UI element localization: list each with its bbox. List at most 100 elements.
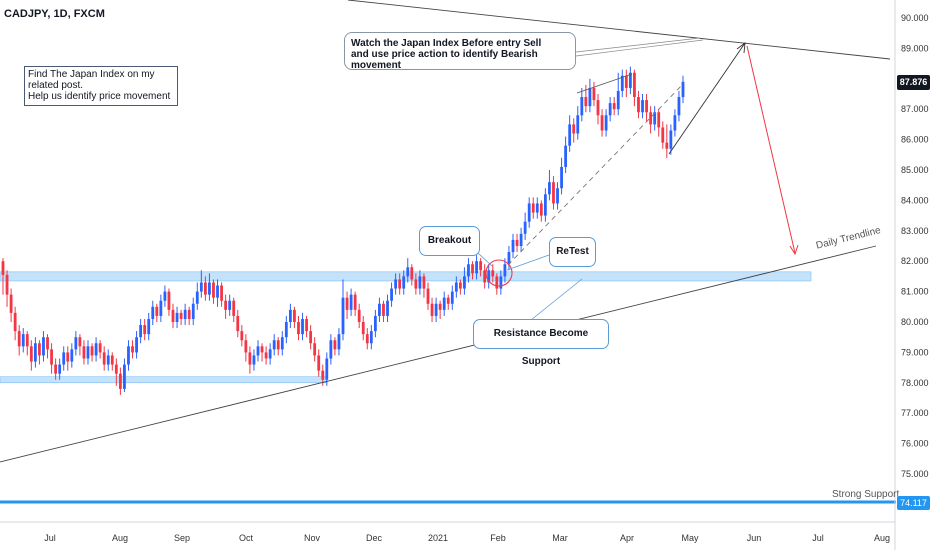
candle (576, 106, 580, 140)
x-tick-label: Aug (874, 533, 890, 543)
strong-support-label: Strong Support (832, 489, 900, 500)
candle (264, 346, 268, 365)
candle-body (539, 203, 543, 216)
note-japan-index: Find The Japan Index on my related post.… (24, 66, 178, 106)
candle-body (155, 306, 159, 316)
candle-body (556, 188, 559, 204)
candle-body (580, 97, 584, 116)
candle-body (418, 276, 422, 289)
candle (240, 325, 244, 347)
x-tick-label: Apr (620, 533, 634, 543)
candle-body (127, 346, 130, 365)
candle (353, 291, 357, 316)
candle-body (114, 364, 118, 374)
candle (608, 97, 612, 122)
candle (86, 340, 90, 365)
y-tick-label: 80.000 (901, 317, 929, 327)
candle-body (406, 267, 410, 277)
candle-body (62, 352, 66, 365)
candle-body (50, 349, 53, 365)
y-tick-label: 84.000 (901, 195, 929, 205)
candle (216, 279, 219, 307)
candle (293, 306, 296, 329)
candle-body (669, 130, 673, 149)
candle-body (641, 100, 644, 113)
candle (21, 328, 25, 353)
candle (54, 358, 58, 380)
candle-body (167, 291, 171, 310)
y-tick-label: 77.000 (901, 408, 929, 418)
candle (483, 264, 487, 289)
candle (29, 340, 33, 371)
candle-body (90, 346, 94, 356)
candle (143, 318, 147, 341)
bearish-arrowhead (789, 244, 799, 256)
candle (244, 334, 248, 362)
candle-body (616, 90, 620, 110)
candle-body (369, 331, 373, 344)
candle-body (353, 294, 357, 310)
candle-body (604, 115, 608, 131)
candle (337, 328, 341, 356)
candle (580, 87, 584, 122)
candle-body (519, 233, 523, 246)
candle (252, 349, 256, 371)
candle (592, 81, 596, 107)
candle-body (612, 103, 616, 110)
candle-body (195, 291, 199, 304)
candle-body (208, 282, 211, 295)
candle-body (220, 285, 223, 301)
x-tick-label: Jun (747, 533, 762, 543)
candle (657, 109, 661, 137)
candle-body (151, 306, 155, 319)
candle (681, 75, 685, 104)
candle (382, 300, 385, 322)
support-price-badge: 74.117 (897, 496, 930, 510)
candle (212, 279, 215, 304)
candle (110, 352, 114, 371)
candle (163, 285, 167, 307)
candle (564, 136, 568, 174)
candle-body (361, 322, 365, 335)
candle (333, 337, 337, 356)
candle-body (313, 343, 317, 356)
candle-body (280, 337, 284, 350)
candle (430, 297, 434, 322)
candle (467, 258, 470, 283)
candle (491, 264, 495, 283)
candle (248, 346, 252, 374)
candle (313, 337, 317, 362)
candle (402, 270, 406, 295)
candle-body (333, 340, 337, 350)
candle-body (515, 239, 519, 246)
candle (46, 334, 49, 359)
candle-body (673, 115, 677, 131)
candle-body (649, 112, 653, 125)
candle-body (653, 112, 657, 125)
candle (9, 288, 13, 322)
candle (616, 72, 620, 116)
candle (268, 343, 272, 365)
candle (479, 258, 483, 277)
candle (507, 246, 511, 271)
candle-body (317, 355, 321, 371)
candle (58, 358, 62, 380)
candle-body (365, 334, 369, 344)
candle (329, 334, 333, 365)
candle-body (463, 276, 466, 289)
candle (357, 303, 361, 329)
candle-body (390, 288, 393, 301)
candlestick-series (1, 66, 685, 395)
candle (220, 282, 223, 307)
candle-body (244, 340, 248, 353)
candle-body (82, 346, 86, 359)
x-tick-label: Mar (552, 533, 568, 543)
candle-body (5, 274, 9, 295)
candle (495, 273, 499, 295)
candle-body (552, 182, 555, 204)
candle-body (135, 337, 138, 353)
x-tick-label: Feb (490, 533, 506, 543)
candle-body (118, 373, 122, 389)
